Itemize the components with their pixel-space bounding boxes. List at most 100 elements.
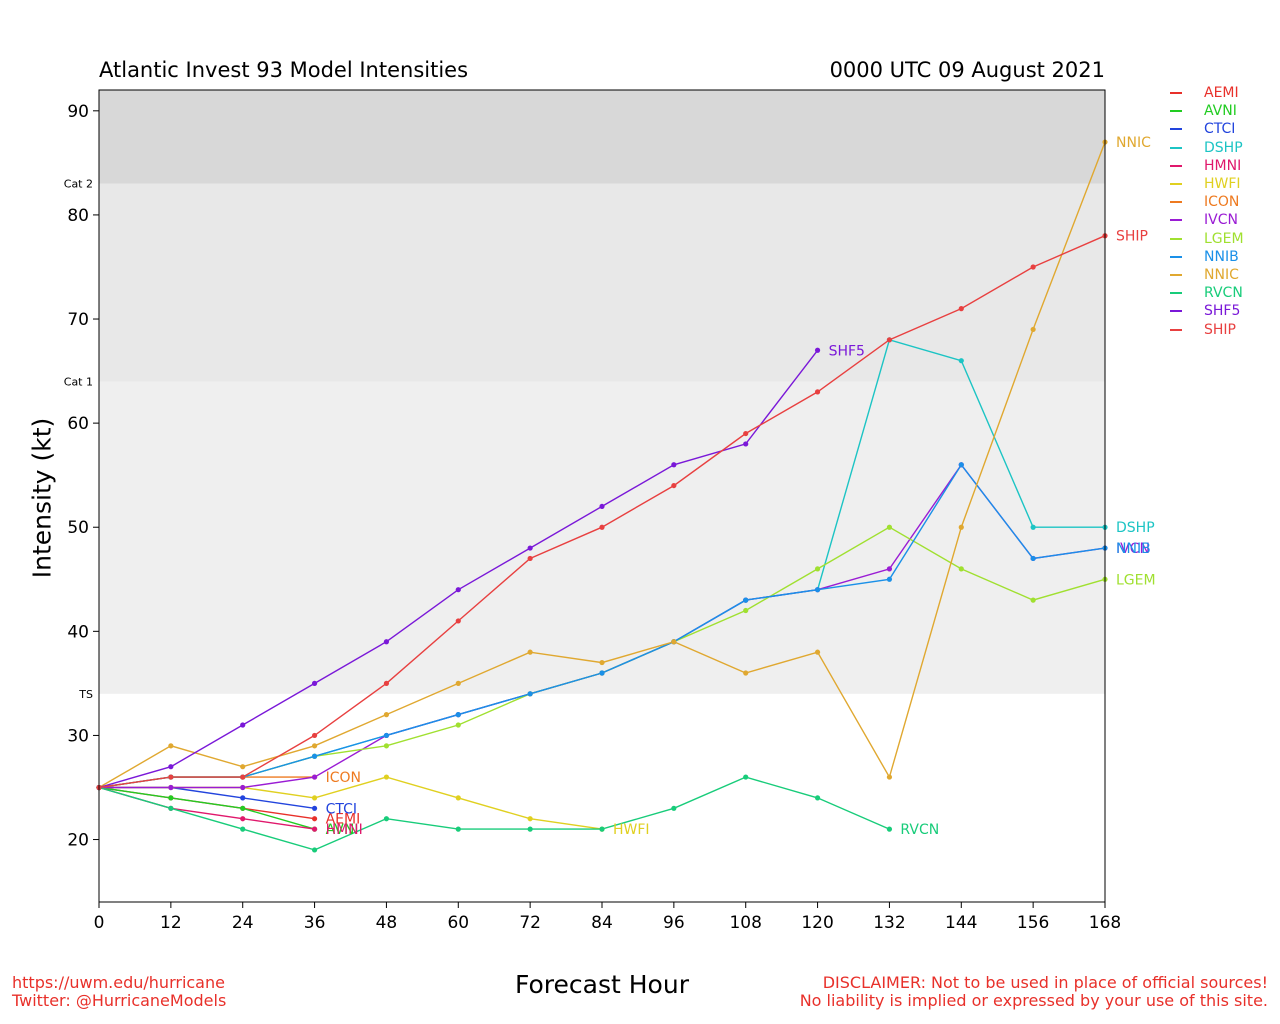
series-point-nnib-10 <box>814 587 821 593</box>
series-point-ctci-2 <box>240 795 246 801</box>
legend-swatch <box>1170 328 1182 331</box>
series-point-nnib-4 <box>383 732 390 739</box>
series-point-lgem-9 <box>743 607 749 614</box>
x-tick-label-10: 120 <box>801 913 833 933</box>
legend-swatch <box>1170 237 1182 240</box>
legend-label: NNIC <box>1204 266 1239 283</box>
series-point-lgem-5 <box>455 722 461 728</box>
x-tick-label-9: 108 <box>729 913 761 933</box>
series-point-ctci-3 <box>311 805 318 811</box>
legend-item-nnic: NNIC <box>1170 266 1244 284</box>
series-end-label-nnib: NNIB <box>1116 541 1151 557</box>
series-point-shf5-1 <box>168 764 174 770</box>
legend-item-hwfi: HWFI <box>1170 175 1244 193</box>
series-point-shf5-6 <box>527 545 533 551</box>
series-point-nnic-7 <box>599 659 605 666</box>
series-point-nnib-13 <box>1030 555 1036 562</box>
y-tick-label-7: 90 <box>67 102 89 122</box>
series-point-lgem-10 <box>814 566 821 572</box>
series-line-avni <box>98 786 315 830</box>
legend-label: SHF5 <box>1204 303 1241 320</box>
series-point-nnic-10 <box>814 649 821 655</box>
x-tick-label-5: 60 <box>447 913 469 933</box>
series-point-ivcn-11 <box>886 566 893 572</box>
series-point-rvcn-4 <box>383 816 390 822</box>
series-point-nnic-8 <box>671 639 677 645</box>
credit-url-link[interactable]: https://uwm.edu/hurricane <box>12 973 225 992</box>
series-point-rvcn-7 <box>599 826 605 832</box>
series-point-ship-1 <box>168 774 174 780</box>
band-label-2: Cat 2 <box>64 178 93 191</box>
x-tick-label-13: 156 <box>1017 913 1049 933</box>
series-point-shf5-5 <box>455 587 461 593</box>
series-end-label-aemi: AEMI <box>326 812 361 828</box>
legend-swatch <box>1170 164 1182 167</box>
series-point-dshp-12 <box>958 358 964 364</box>
series-end-label-rvcn: RVCN <box>900 822 939 838</box>
series-point-shf5-3 <box>311 680 318 686</box>
series-point-nnib-3 <box>311 753 318 759</box>
legend-swatch <box>1170 310 1182 313</box>
series-point-rvcn-5 <box>455 826 461 832</box>
series-end-label-ivcn: IVCN <box>1116 541 1150 557</box>
series-end-label-icon: ICON <box>326 770 361 786</box>
legend-swatch <box>1170 146 1182 149</box>
band-label-0: TS <box>78 688 93 701</box>
x-tick-label-1: 12 <box>160 913 182 933</box>
series-point-ivcn-2 <box>240 784 246 791</box>
series-point-nnib-12 <box>958 462 964 468</box>
legend-swatch <box>1170 128 1182 131</box>
y-tick-label-2: 40 <box>67 622 89 642</box>
series-point-shf5-9 <box>743 441 749 447</box>
series-point-rvcn-6 <box>527 826 533 832</box>
series-point-nnic-1 <box>168 743 174 749</box>
series-point-ivcn-3 <box>311 774 318 780</box>
series-point-ship-3 <box>311 732 318 739</box>
legend-swatch <box>1170 201 1182 204</box>
y-tick-label-1: 30 <box>67 726 89 746</box>
series-point-ship-13 <box>1030 264 1036 270</box>
y-tick-label-0: 20 <box>67 831 89 851</box>
series-point-dshp-13 <box>1030 524 1036 530</box>
x-tick-label-3: 36 <box>304 913 326 933</box>
series-point-nnib-9 <box>743 597 749 603</box>
legend-item-ctci: CTCI <box>1170 120 1244 138</box>
series-point-nnib-5 <box>455 712 461 718</box>
series-point-rvcn-10 <box>814 795 821 801</box>
series-point-avni-1 <box>168 795 174 801</box>
legend-label: AVNI <box>1204 103 1237 120</box>
chart-timestamp: 0000 UTC 09 August 2021 <box>829 58 1105 82</box>
series-point-rvcn-1 <box>168 805 174 811</box>
legend-item-aemi: AEMI <box>1170 84 1244 102</box>
series-point-ship-2 <box>240 774 246 780</box>
legend-item-hmni: HMNI <box>1170 157 1244 175</box>
series-point-ivcn-1 <box>168 784 174 791</box>
legend-label: AEMI <box>1204 85 1239 102</box>
series-point-hmni-3 <box>311 826 318 832</box>
series-point-ship-10 <box>814 389 821 395</box>
intensity-band-2 <box>99 90 1105 184</box>
series-point-hwfi-5 <box>455 795 461 801</box>
series-point-hwfi-3 <box>311 795 318 801</box>
legend-item-ship: SHIP <box>1170 320 1244 338</box>
legend-item-lgem: LGEM <box>1170 230 1244 248</box>
series-point-nnic-12 <box>958 524 964 530</box>
series-point-nnic-9 <box>743 670 749 676</box>
series-point-lgem-11 <box>886 524 893 530</box>
legend-item-icon: ICON <box>1170 193 1244 211</box>
legend-label: CTCI <box>1204 121 1236 138</box>
series-point-nnib-7 <box>599 670 605 676</box>
series-point-nnic-5 <box>455 680 461 686</box>
intensity-band-0 <box>99 381 1105 694</box>
disclaimer-line-1: DISCLAIMER: Not to be used in place of o… <box>822 973 1268 992</box>
credit-twitter: Twitter: @HurricaneModels <box>12 991 227 1010</box>
legend-item-avni: AVNI <box>1170 102 1244 120</box>
legend-item-shf5: SHF5 <box>1170 302 1244 320</box>
series-point-lgem-12 <box>958 566 964 572</box>
series-point-ship-11 <box>886 337 893 343</box>
y-tick-label-3: 50 <box>67 518 89 538</box>
series-end-label-lgem: LGEM <box>1116 572 1156 588</box>
legend-item-ivcn: IVCN <box>1170 211 1244 229</box>
x-axis-label: Forecast Hour <box>515 970 689 999</box>
series-point-rvcn-9 <box>743 774 749 780</box>
